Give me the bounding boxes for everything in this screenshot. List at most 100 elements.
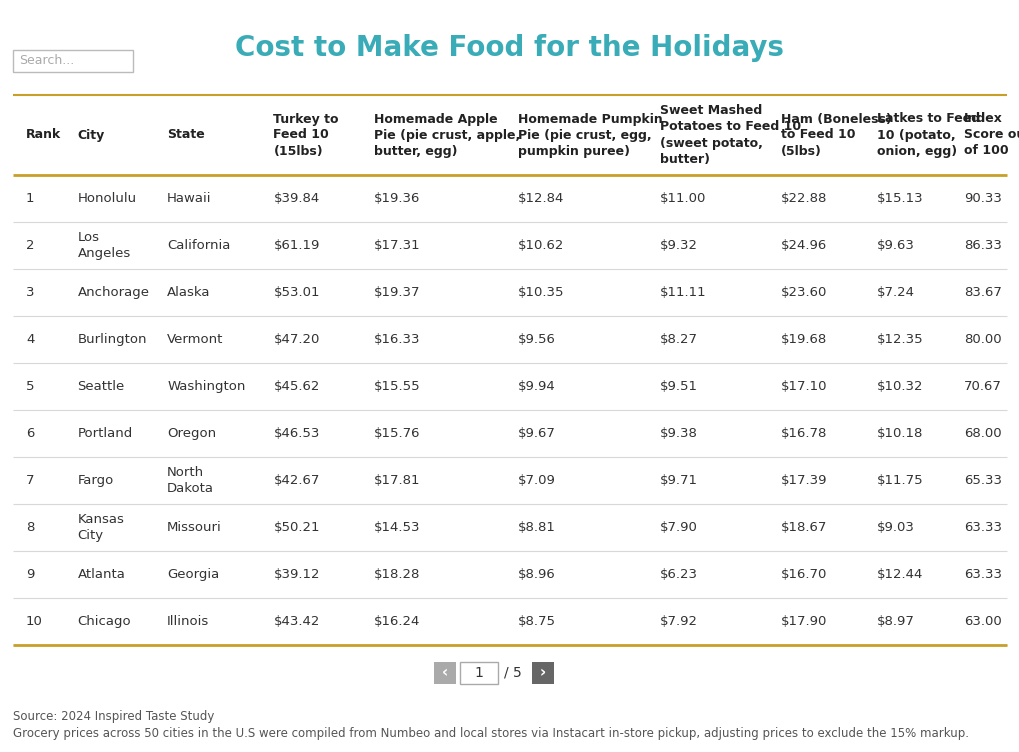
Text: $8.75: $8.75: [518, 615, 555, 628]
Text: California: California: [167, 239, 230, 252]
Text: $8.97: $8.97: [876, 615, 914, 628]
Text: Search...: Search...: [19, 54, 74, 68]
Text: Seattle: Seattle: [77, 380, 124, 393]
Text: 10: 10: [25, 615, 43, 628]
Text: $10.18: $10.18: [876, 427, 922, 440]
Text: $12.44: $12.44: [876, 568, 922, 581]
Text: 4: 4: [25, 333, 35, 346]
Text: $16.70: $16.70: [781, 568, 827, 581]
Text: 63.33: 63.33: [963, 521, 1002, 534]
Text: $17.90: $17.90: [781, 615, 827, 628]
Text: $16.78: $16.78: [781, 427, 827, 440]
Text: $39.12: $39.12: [273, 568, 320, 581]
Text: Chicago: Chicago: [77, 615, 131, 628]
Text: $9.63: $9.63: [876, 239, 914, 252]
Text: North
Dakota: North Dakota: [167, 466, 214, 495]
Text: 65.33: 65.33: [963, 474, 1002, 487]
Text: $16.33: $16.33: [373, 333, 420, 346]
Text: Rank: Rank: [25, 129, 61, 141]
Text: Burlington: Burlington: [77, 333, 147, 346]
Text: $10.32: $10.32: [876, 380, 922, 393]
Text: $11.75: $11.75: [876, 474, 922, 487]
Text: $7.90: $7.90: [659, 521, 697, 534]
Text: ‹: ‹: [441, 666, 447, 681]
Text: $10.35: $10.35: [518, 286, 564, 299]
Text: Turkey to
Feed 10
(15lbs): Turkey to Feed 10 (15lbs): [273, 113, 338, 157]
Text: $17.31: $17.31: [373, 239, 420, 252]
Text: 9: 9: [25, 568, 35, 581]
Text: 3: 3: [25, 286, 35, 299]
Text: Kansas
City: Kansas City: [77, 513, 124, 542]
Text: $43.42: $43.42: [273, 615, 320, 628]
Text: $23.60: $23.60: [781, 286, 827, 299]
Text: $61.19: $61.19: [273, 239, 320, 252]
Text: $9.56: $9.56: [518, 333, 555, 346]
Text: $7.09: $7.09: [518, 474, 555, 487]
Text: State: State: [167, 129, 205, 141]
Text: $47.20: $47.20: [273, 333, 320, 346]
Text: $19.36: $19.36: [373, 192, 420, 205]
Text: Honolulu: Honolulu: [77, 192, 137, 205]
Text: $17.39: $17.39: [781, 474, 827, 487]
Text: $19.37: $19.37: [373, 286, 420, 299]
Text: Source: 2024 Inspired Taste Study: Source: 2024 Inspired Taste Study: [13, 710, 214, 723]
Text: $14.53: $14.53: [373, 521, 420, 534]
FancyBboxPatch shape: [433, 662, 455, 684]
Text: $9.94: $9.94: [518, 380, 555, 393]
Text: ›: ›: [539, 666, 545, 681]
Text: $18.28: $18.28: [373, 568, 420, 581]
Text: 2: 2: [25, 239, 35, 252]
Text: $15.13: $15.13: [876, 192, 922, 205]
Text: $9.32: $9.32: [659, 239, 697, 252]
Text: 8: 8: [25, 521, 35, 534]
Text: $8.96: $8.96: [518, 568, 555, 581]
Text: 83.67: 83.67: [963, 286, 1001, 299]
Text: $9.71: $9.71: [659, 474, 697, 487]
Text: Cost to Make Food for the Holidays: Cost to Make Food for the Holidays: [235, 34, 784, 62]
Text: $53.01: $53.01: [273, 286, 320, 299]
Text: $11.00: $11.00: [659, 192, 706, 205]
Text: $17.10: $17.10: [781, 380, 827, 393]
Text: Alaska: Alaska: [167, 286, 210, 299]
Text: $22.88: $22.88: [781, 192, 827, 205]
Text: $9.51: $9.51: [659, 380, 697, 393]
Text: 68.00: 68.00: [963, 427, 1001, 440]
Text: Illinois: Illinois: [167, 615, 209, 628]
Text: Oregon: Oregon: [167, 427, 216, 440]
Text: $18.67: $18.67: [781, 521, 827, 534]
Text: $11.11: $11.11: [659, 286, 706, 299]
Text: $16.24: $16.24: [373, 615, 420, 628]
Text: $50.21: $50.21: [273, 521, 320, 534]
FancyBboxPatch shape: [13, 50, 132, 72]
Text: Homemade Apple
Pie (pie crust, apple,
butter, egg): Homemade Apple Pie (pie crust, apple, bu…: [373, 113, 520, 157]
Text: $9.38: $9.38: [659, 427, 697, 440]
Text: $7.24: $7.24: [876, 286, 914, 299]
Text: Los
Angeles: Los Angeles: [77, 231, 130, 260]
Text: 1: 1: [25, 192, 35, 205]
Text: Fargo: Fargo: [77, 474, 114, 487]
Text: Vermont: Vermont: [167, 333, 223, 346]
Text: $24.96: $24.96: [781, 239, 826, 252]
Text: Atlanta: Atlanta: [77, 568, 125, 581]
Text: $45.62: $45.62: [273, 380, 320, 393]
Text: Hawaii: Hawaii: [167, 192, 211, 205]
Text: 80.00: 80.00: [963, 333, 1001, 346]
Text: Sweet Mashed
Potatoes to Feed 10
(sweet potato,
butter): Sweet Mashed Potatoes to Feed 10 (sweet …: [659, 105, 801, 165]
Text: $42.67: $42.67: [273, 474, 320, 487]
Text: Index
Score out
of 100: Index Score out of 100: [963, 113, 1019, 157]
Text: 63.00: 63.00: [963, 615, 1001, 628]
Text: City: City: [77, 129, 105, 141]
Text: $17.81: $17.81: [373, 474, 420, 487]
Text: 86.33: 86.33: [963, 239, 1001, 252]
Text: Ham (Boneless)
to Feed 10
(5lbs): Ham (Boneless) to Feed 10 (5lbs): [781, 113, 892, 157]
Text: $12.35: $12.35: [876, 333, 922, 346]
Text: $9.67: $9.67: [518, 427, 555, 440]
Text: 7: 7: [25, 474, 35, 487]
FancyBboxPatch shape: [532, 662, 553, 684]
Text: $8.81: $8.81: [518, 521, 555, 534]
Text: Anchorage: Anchorage: [77, 286, 150, 299]
Text: Georgia: Georgia: [167, 568, 219, 581]
Text: / 5: / 5: [503, 666, 522, 680]
Text: $39.84: $39.84: [273, 192, 319, 205]
Text: 1: 1: [474, 666, 483, 680]
